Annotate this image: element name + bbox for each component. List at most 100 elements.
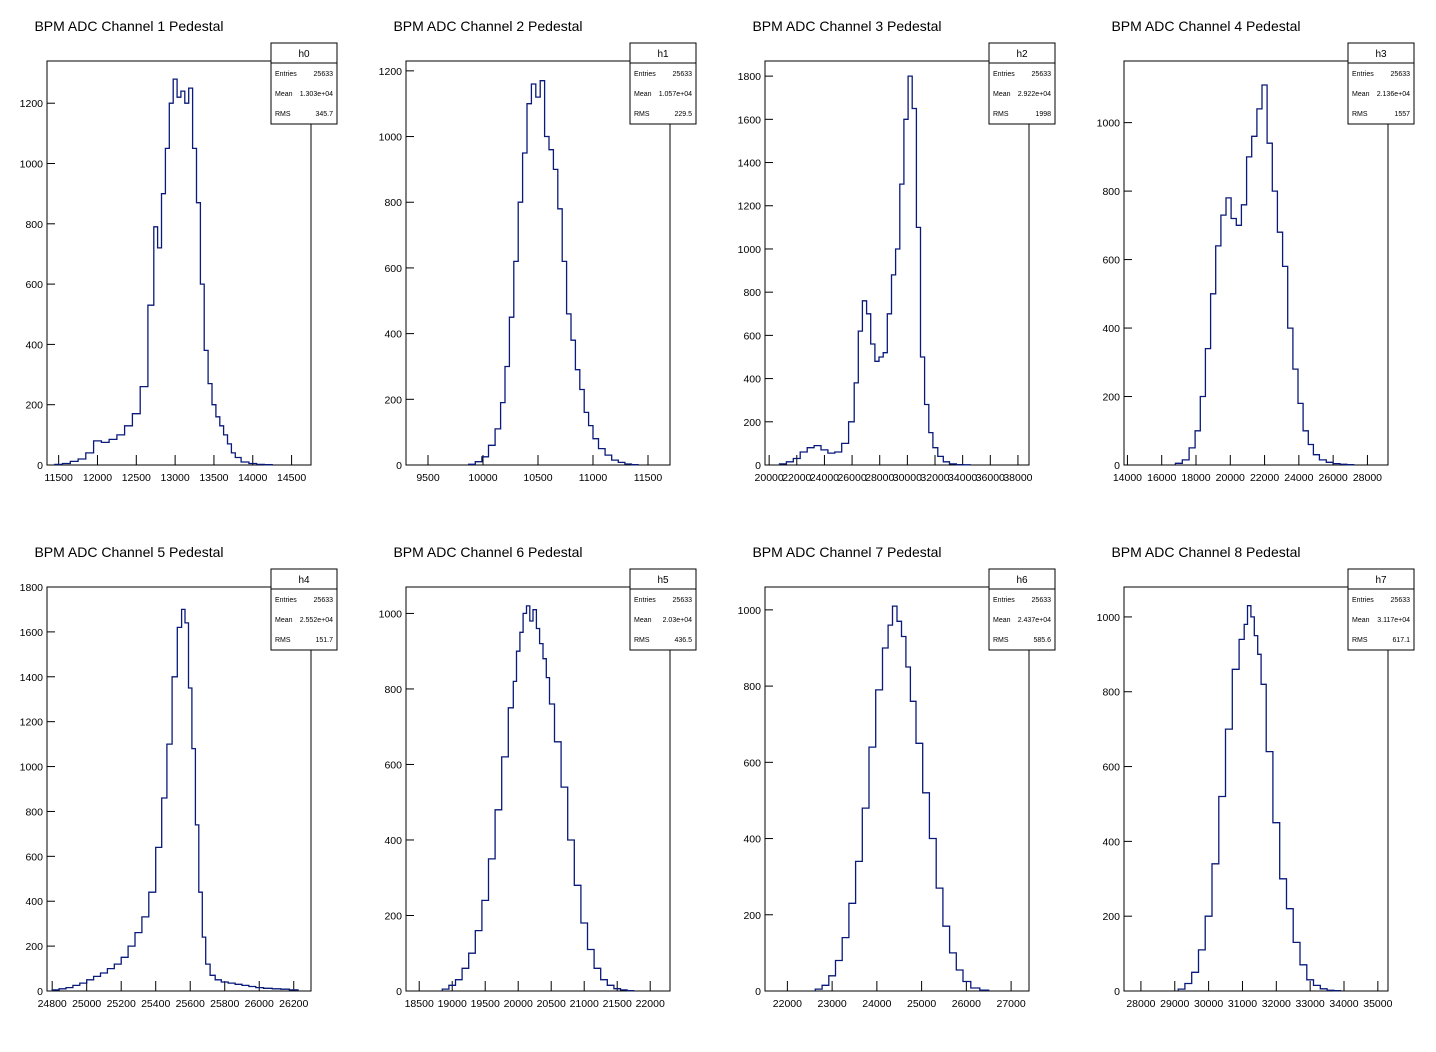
y-tick-label: 800 bbox=[25, 219, 43, 231]
chart-title: BPM ADC Channel 3 Pedestal bbox=[752, 18, 941, 34]
stats-label-mean: Mean bbox=[993, 91, 1011, 98]
x-tick-label: 26000 bbox=[245, 998, 274, 1010]
y-tick-label: 200 bbox=[1102, 911, 1120, 923]
x-tick-label: 36000 bbox=[976, 472, 1005, 484]
histogram-series bbox=[778, 75, 971, 466]
y-tick-label: 800 bbox=[25, 806, 43, 818]
stats-value-mean: 2.437e+04 bbox=[1018, 617, 1051, 624]
stats-value-rms: 585.6 bbox=[1033, 637, 1051, 644]
stats-value-entries: 25633 bbox=[673, 71, 693, 78]
stats-label-entries: Entries bbox=[1352, 597, 1374, 604]
x-tick-label: 30000 bbox=[893, 472, 922, 484]
x-tick-label: 33000 bbox=[1296, 998, 1325, 1010]
x-tick-label: 35000 bbox=[1363, 998, 1392, 1010]
x-tick-label: 24000 bbox=[810, 472, 839, 484]
y-tick-label: 1600 bbox=[738, 114, 762, 126]
y-tick-label: 200 bbox=[25, 400, 43, 412]
y-tick-label: 800 bbox=[743, 681, 761, 693]
stats-label-entries: Entries bbox=[993, 71, 1015, 78]
stats-value-mean: 2.552e+04 bbox=[300, 617, 333, 624]
x-tick-label: 25800 bbox=[210, 998, 239, 1010]
histogram-panel-6: BPM ADC Channel 6 Pedestal 0 200 400 600 800 1… bbox=[379, 544, 697, 1010]
chart-title: BPM ADC Channel 1 Pedestal bbox=[34, 18, 223, 34]
stats-name: h3 bbox=[1375, 49, 1387, 60]
y-tick-label: 1200 bbox=[20, 717, 44, 729]
y-tick-label: 800 bbox=[743, 287, 761, 299]
y-tick-label: 600 bbox=[25, 851, 43, 863]
y-tick-label: 1600 bbox=[20, 627, 44, 639]
histogram-series bbox=[814, 605, 990, 991]
stats-label-rms: RMS bbox=[634, 637, 650, 644]
stats-label-mean: Mean bbox=[1352, 91, 1370, 98]
x-tick-label: 24800 bbox=[38, 998, 67, 1010]
stats-value-rms: 436.5 bbox=[674, 637, 692, 644]
x-tick-label: 30000 bbox=[1194, 998, 1223, 1010]
chart-title: BPM ADC Channel 4 Pedestal bbox=[1111, 18, 1300, 34]
x-tick-label: 11500 bbox=[634, 472, 663, 484]
stats-label-rms: RMS bbox=[275, 111, 291, 118]
chart-title: BPM ADC Channel 5 Pedestal bbox=[34, 544, 223, 560]
y-tick-label: 400 bbox=[384, 329, 402, 341]
stats-label-entries: Entries bbox=[634, 71, 656, 78]
x-tick-label: 21000 bbox=[570, 998, 599, 1010]
x-tick-label: 25400 bbox=[141, 998, 170, 1010]
stats-label-entries: Entries bbox=[275, 597, 297, 604]
stats-value-entries: 25633 bbox=[314, 71, 334, 78]
x-tick-label: 20000 bbox=[504, 998, 533, 1010]
stats-label-rms: RMS bbox=[993, 637, 1009, 644]
histogram-series bbox=[441, 605, 635, 992]
x-tick-label: 20500 bbox=[537, 998, 566, 1010]
y-tick-label: 200 bbox=[25, 941, 43, 953]
stats-label-entries: Entries bbox=[1352, 71, 1374, 78]
stats-box: h4 Entries 25633 Mean 2.552e+04 RMS 151.7 bbox=[270, 568, 338, 651]
stats-value-mean: 1.057e+04 bbox=[659, 91, 692, 98]
y-tick-label: 400 bbox=[1102, 323, 1120, 335]
stats-box: h5 Entries 25633 Mean 2.03e+04 RMS 436.5 bbox=[629, 568, 697, 651]
y-tick-label: 400 bbox=[384, 835, 402, 847]
y-tick-label: 1400 bbox=[20, 672, 44, 684]
stats-name: h1 bbox=[657, 49, 669, 60]
histogram-panel-8: BPM ADC Channel 8 Pedestal 0 200 400 600 800 1… bbox=[1097, 544, 1415, 1010]
y-tick-label: 600 bbox=[25, 279, 43, 291]
x-tick-label: 32000 bbox=[920, 472, 949, 484]
x-tick-label: 14000 bbox=[1113, 472, 1142, 484]
stats-value-mean: 1.303e+04 bbox=[300, 91, 333, 98]
y-tick-label: 1200 bbox=[20, 98, 44, 110]
y-tick-label: 1000 bbox=[1097, 118, 1121, 130]
x-tick-label: 26000 bbox=[837, 472, 866, 484]
y-tick-label: 1200 bbox=[738, 201, 762, 213]
x-tick-label: 24000 bbox=[862, 998, 891, 1010]
y-tick-label: 0 bbox=[1114, 460, 1120, 472]
x-tick-label: 18500 bbox=[405, 998, 434, 1010]
y-tick-label: 200 bbox=[1102, 392, 1120, 404]
histogram-panel-2: BPM ADC Channel 2 Pedestal 0 200 400 600 800 1… bbox=[379, 18, 697, 484]
x-tick-label: 34000 bbox=[948, 472, 977, 484]
y-tick-label: 0 bbox=[755, 986, 761, 998]
x-tick-label: 11000 bbox=[579, 472, 608, 484]
y-tick-label: 800 bbox=[1102, 186, 1120, 198]
stats-value-entries: 25633 bbox=[1032, 597, 1052, 604]
stats-label-entries: Entries bbox=[275, 71, 297, 78]
y-tick-label: 1000 bbox=[1097, 612, 1121, 624]
stats-name: h2 bbox=[1016, 49, 1028, 60]
x-tick-label: 26200 bbox=[279, 998, 308, 1010]
y-tick-label: 0 bbox=[396, 986, 402, 998]
plot-frame bbox=[46, 60, 312, 466]
y-tick-label: 400 bbox=[743, 834, 761, 846]
y-tick-label: 1800 bbox=[738, 71, 762, 83]
histogram-panel-7: BPM ADC Channel 7 Pedestal 0 200 400 600 800 1… bbox=[738, 544, 1056, 1010]
histogram-panel-4: BPM ADC Channel 4 Pedestal 0 200 400 600 800 1… bbox=[1097, 18, 1415, 484]
y-tick-label: 800 bbox=[384, 197, 402, 209]
x-tick-label: 34000 bbox=[1329, 998, 1358, 1010]
x-tick-label: 32000 bbox=[1262, 998, 1291, 1010]
stats-name: h5 bbox=[657, 575, 669, 586]
y-tick-label: 0 bbox=[37, 460, 43, 472]
stats-box: h3 Entries 25633 Mean 2.136e+04 RMS 1557 bbox=[1347, 42, 1415, 125]
y-tick-label: 800 bbox=[384, 684, 402, 696]
histogram-panel-5: BPM ADC Channel 5 Pedestal 0 200 400 600 800 1… bbox=[20, 544, 338, 1010]
plot-frame bbox=[405, 586, 671, 992]
y-tick-label: 0 bbox=[37, 986, 43, 998]
x-tick-label: 13000 bbox=[161, 472, 190, 484]
x-tick-label: 25600 bbox=[176, 998, 205, 1010]
plot-frame bbox=[764, 60, 1030, 466]
